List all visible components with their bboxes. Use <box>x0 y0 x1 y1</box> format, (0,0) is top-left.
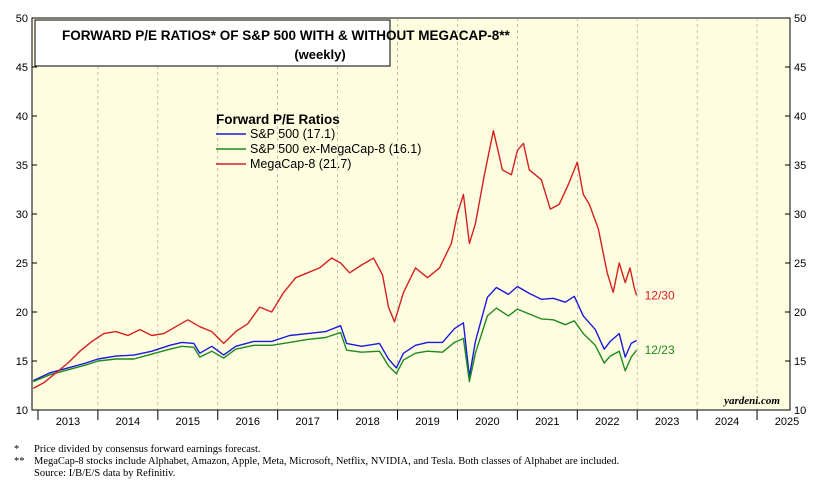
y-tick-label-right: 25 <box>794 258 806 270</box>
y-tick-label-left: 20 <box>16 307 28 319</box>
legend-label-1: S&P 500 ex-MegaCap-8 (16.1) <box>250 142 421 156</box>
y-tick-label-right: 15 <box>794 356 806 368</box>
footnotes: * Price divided by consensus forward ear… <box>14 444 619 480</box>
chart-title: FORWARD P/E RATIOS* OF S&P 500 WITH & WI… <box>62 28 511 43</box>
x-axis: 2013 2014 2015 2016 2017 2018 2019 2020 2021 2022… <box>37 410 799 428</box>
footnote-2-text: MegaCap-8 stocks include Alphabet, Amazo… <box>34 456 620 467</box>
y-tick-label-right: 50 <box>794 13 806 25</box>
x-tick-label: 2017 <box>295 416 319 428</box>
end-labels: 12/30 12/23 <box>645 288 675 357</box>
footnote-2: ** MegaCap-8 stocks include Alphabet, Am… <box>14 456 619 468</box>
y-tick-label-left: 30 <box>16 209 28 221</box>
legend: S&P 500 (17.1)S&P 500 ex-MegaCap-8 (16.1… <box>216 127 421 171</box>
y-tick-label-left: 10 <box>16 405 28 417</box>
title-box <box>34 19 391 67</box>
legend-label-0: S&P 500 (17.1) <box>250 127 335 141</box>
x-tick-label: 2025 <box>775 416 799 428</box>
y-tick-label-right: 10 <box>794 405 806 417</box>
series-line-2 <box>32 130 638 390</box>
footnote-1-text: Price divided by consensus forward earni… <box>34 444 261 455</box>
y-tick-label-left: 35 <box>16 160 28 172</box>
y-tick-label-left: 45 <box>16 62 28 74</box>
series-lines <box>32 130 638 390</box>
footnote-2-mark: ** <box>14 456 25 467</box>
x-tick-label: 2024 <box>715 416 739 428</box>
y-axis-right: 10 15 20 25 30 35 40 45 50 <box>785 13 806 417</box>
end-label-0: 12/30 <box>645 288 675 302</box>
x-tick-label: 2013 <box>56 416 80 428</box>
y-tick-label-right: 40 <box>794 111 806 123</box>
x-tick-label: 2018 <box>355 416 379 428</box>
source-note: Source: I/B/E/S data by Refinitiv. <box>34 468 176 479</box>
series-line-1 <box>32 307 638 383</box>
chart-subtitle: (weekly) <box>294 47 345 62</box>
y-tick-label-left: 25 <box>16 258 28 270</box>
legend-title: Forward P/E Ratios <box>216 112 340 127</box>
end-label-1: 12/23 <box>645 343 675 357</box>
y-tick-label-left: 50 <box>16 13 28 25</box>
y-tick-label-right: 35 <box>794 160 806 172</box>
series-line-0 <box>32 285 637 382</box>
x-tick-label: 2019 <box>415 416 439 428</box>
y-tick-label-left: 15 <box>16 356 28 368</box>
legend-label-2: MegaCap-8 (21.7) <box>250 157 351 171</box>
y-tick-label-left: 40 <box>16 111 28 123</box>
x-tick-label: 2021 <box>535 416 559 428</box>
y-tick-label-right: 30 <box>794 209 806 221</box>
x-tick-label: 2014 <box>116 416 140 428</box>
y-axis-left: 10 15 20 25 30 35 40 45 50 <box>16 13 37 417</box>
y-tick-label-right: 20 <box>794 307 806 319</box>
x-tick-label: 2015 <box>176 416 200 428</box>
x-tick-label: 2022 <box>595 416 619 428</box>
watermark: yardeni.com <box>722 395 780 407</box>
y-tick-label-right: 45 <box>794 62 806 74</box>
footnote-1-mark: * <box>14 444 20 455</box>
x-tick-label: 2020 <box>475 416 499 428</box>
x-tick-label: 2016 <box>235 416 259 428</box>
footnote-1: * Price divided by consensus forward ear… <box>14 444 619 456</box>
plot-area <box>31 17 791 411</box>
x-tick-label: 2023 <box>655 416 679 428</box>
